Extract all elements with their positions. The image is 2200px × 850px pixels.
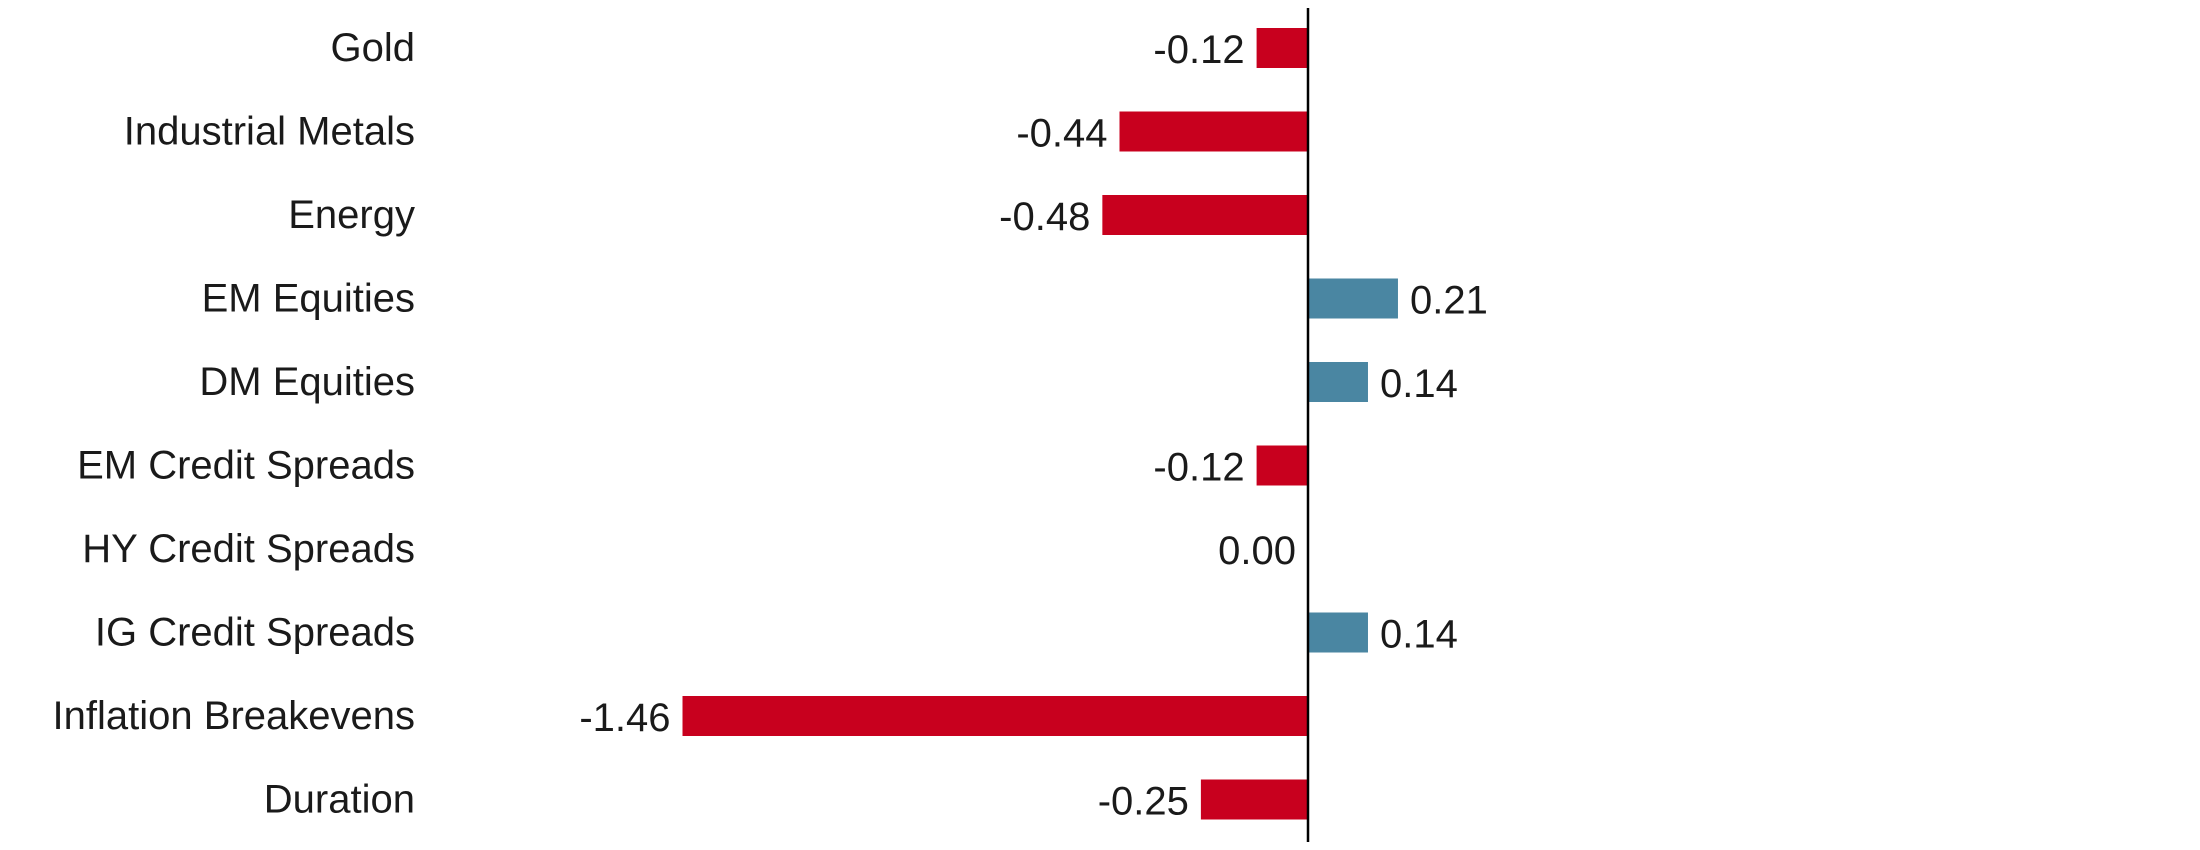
category-label-duration: Duration: [264, 778, 415, 822]
category-label-dm-equities: DM Equities: [199, 360, 415, 404]
category-label-em-credit-spreads: EM Credit Spreads: [77, 444, 415, 488]
bar-inflation-breakevens: [682, 696, 1308, 736]
value-labels: -0.12 -0.44 -0.48 0.21 0.14 -0.12 0.00 0.14 -1.4…: [579, 28, 1488, 824]
bar-em-credit-spreads: [1256, 445, 1308, 486]
bars: [682, 28, 1398, 820]
value-label-em-credit-spreads: -0.12: [1153, 446, 1244, 490]
category-label-gold: Gold: [331, 26, 416, 70]
category-label-inflation-breakevens: Inflation Breakevens: [53, 694, 415, 738]
value-label-industrial-metals: -0.44: [1016, 112, 1107, 156]
bar-ig-credit-spreads: [1308, 612, 1368, 653]
bar-em-equities: [1308, 278, 1398, 319]
category-label-hy-credit-spreads: HY Credit Spreads: [82, 527, 415, 571]
bar-gold: [1256, 28, 1308, 68]
bar-duration: [1200, 779, 1308, 820]
category-labels: Gold Industrial Metals Energy EM Equities DM…: [53, 26, 415, 822]
bar-energy: [1102, 195, 1308, 235]
category-label-energy: Energy: [288, 193, 415, 237]
value-label-energy: -0.48: [999, 195, 1090, 239]
category-label-ig-credit-spreads: IG Credit Spreads: [95, 611, 415, 655]
value-label-em-equities: 0.21: [1410, 279, 1488, 323]
value-label-duration: -0.25: [1098, 780, 1189, 824]
category-label-industrial-metals: Industrial Metals: [124, 110, 415, 154]
value-label-hy-credit-spreads: 0.00: [1218, 529, 1296, 573]
value-label-ig-credit-spreads: 0.14: [1380, 613, 1458, 657]
value-label-gold: -0.12: [1153, 28, 1244, 72]
bar-industrial-metals: [1119, 111, 1308, 152]
value-label-inflation-breakevens: -1.46: [579, 696, 670, 740]
bar-dm-equities: [1308, 362, 1368, 402]
category-label-em-equities: EM Equities: [202, 277, 415, 321]
value-label-dm-equities: 0.14: [1380, 362, 1458, 406]
